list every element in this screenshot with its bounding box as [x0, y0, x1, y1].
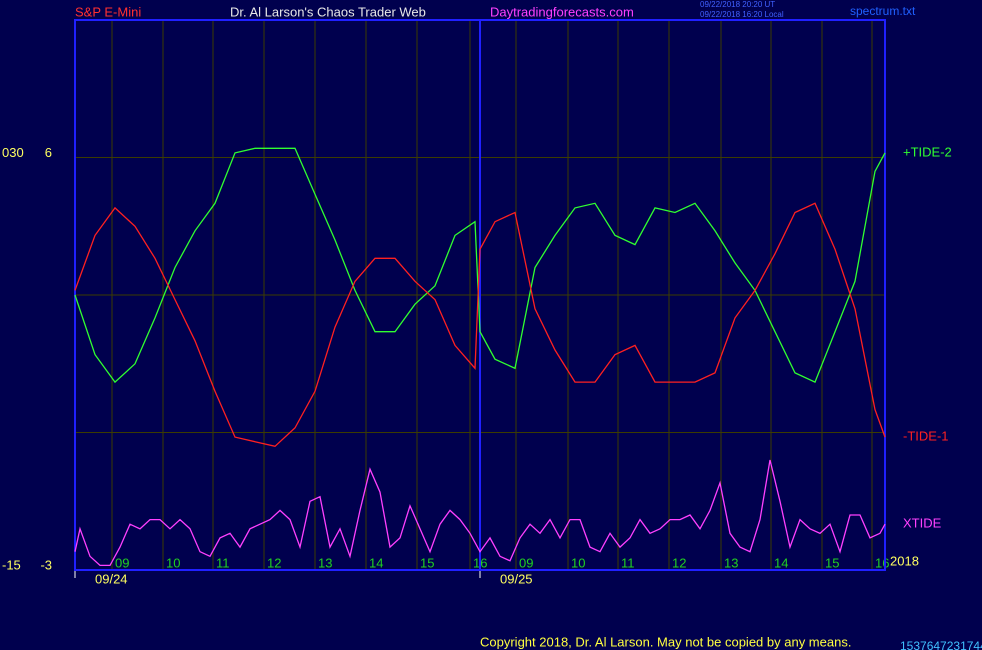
- x-tick-label: 13: [318, 555, 332, 570]
- x-tick-label: 10: [571, 555, 585, 570]
- copyright: Copyright 2018, Dr. Al Larson. May not b…: [480, 634, 851, 649]
- x-tick-label: 16: [875, 555, 889, 570]
- id: 1537647231744: [900, 639, 982, 650]
- legend-label: +TIDE-2: [903, 144, 952, 159]
- x-tick-label: 11: [216, 555, 230, 570]
- x-tick-label: 12: [267, 555, 281, 570]
- x-tick-label: 12: [672, 555, 686, 570]
- x-tick-label: 09: [115, 555, 129, 570]
- x-tick-label: 11: [621, 555, 635, 570]
- y2-tick-label: -15: [2, 557, 21, 572]
- x-tick-label: 15: [825, 555, 839, 570]
- timestamp: 09/22/2018 20:20 UT: [700, 0, 775, 9]
- x-tick-label: 15: [420, 555, 434, 570]
- y-tick-label: -3: [40, 557, 52, 572]
- legend-label: XTIDE: [903, 516, 942, 531]
- x-tick-label: 09: [519, 555, 533, 570]
- x-tick-label: 14: [774, 555, 788, 570]
- timestamp: 09/22/2018 16:20 Local: [700, 10, 784, 19]
- chart-title: Dr. Al Larson's Chaos Trader Web: [230, 4, 426, 19]
- x-tick-label: 13: [724, 555, 738, 570]
- year: 2018: [890, 553, 919, 568]
- legend-label: -TIDE-1: [903, 429, 949, 444]
- file-name: spectrum.txt: [850, 4, 916, 18]
- x-tick-label: 10: [166, 555, 180, 570]
- series-line: [74, 202, 886, 448]
- x-tick-label: 14: [369, 555, 383, 570]
- series-line: [74, 459, 886, 567]
- day-label: 09/25: [500, 571, 533, 586]
- symbol: S&P E-Mini: [75, 4, 141, 19]
- day-label: 09/24: [95, 571, 128, 586]
- y2-tick-label: 030: [2, 145, 24, 160]
- website: Daytradingforecasts.com: [490, 4, 634, 19]
- y-tick-label: 6: [45, 145, 52, 160]
